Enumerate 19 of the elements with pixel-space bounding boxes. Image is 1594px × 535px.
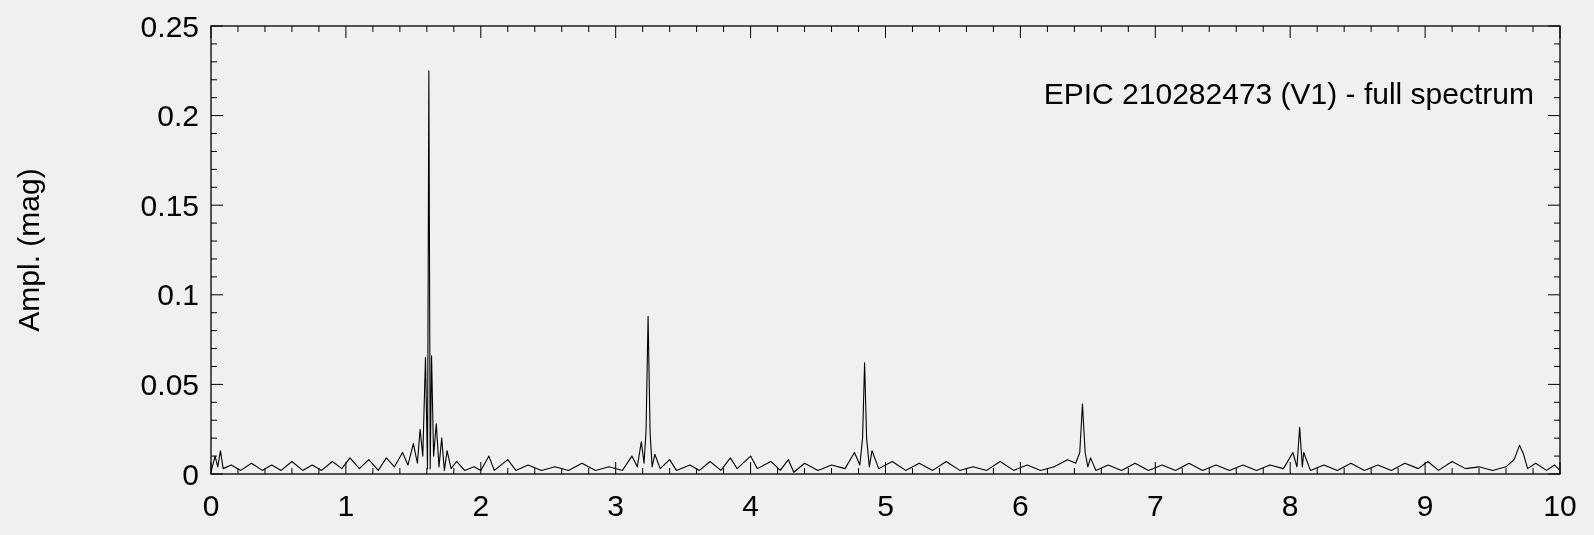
y-tick-label: 0.25 [140,9,199,43]
y-axis-title: Ampl. (mag) [12,168,45,332]
x-tick-label: 7 [1146,489,1164,522]
x-tick-label: 8 [1281,489,1299,522]
x-tick-label: 3 [607,489,625,522]
x-tick-label: 2 [472,489,490,522]
x-tick-label: 5 [877,489,894,522]
x-tick-label: 6 [1012,489,1029,522]
y-tick-label: 0.05 [140,367,199,401]
x-tick-label: 0 [202,489,220,522]
y-tick-label: 0.1 [157,278,199,312]
x-tick-label: 4 [742,489,759,522]
x-tick-label: 1 [337,489,355,522]
y-tick-label: 0.15 [140,188,199,222]
x-tick-label: 10 [1543,489,1577,522]
y-tick-label: 0.2 [157,99,199,133]
x-tick-label: 9 [1416,489,1434,522]
annotation: EPIC 210282473 (V1) - full spectrum [1043,77,1534,110]
y-tick-label: 0 [182,457,199,491]
